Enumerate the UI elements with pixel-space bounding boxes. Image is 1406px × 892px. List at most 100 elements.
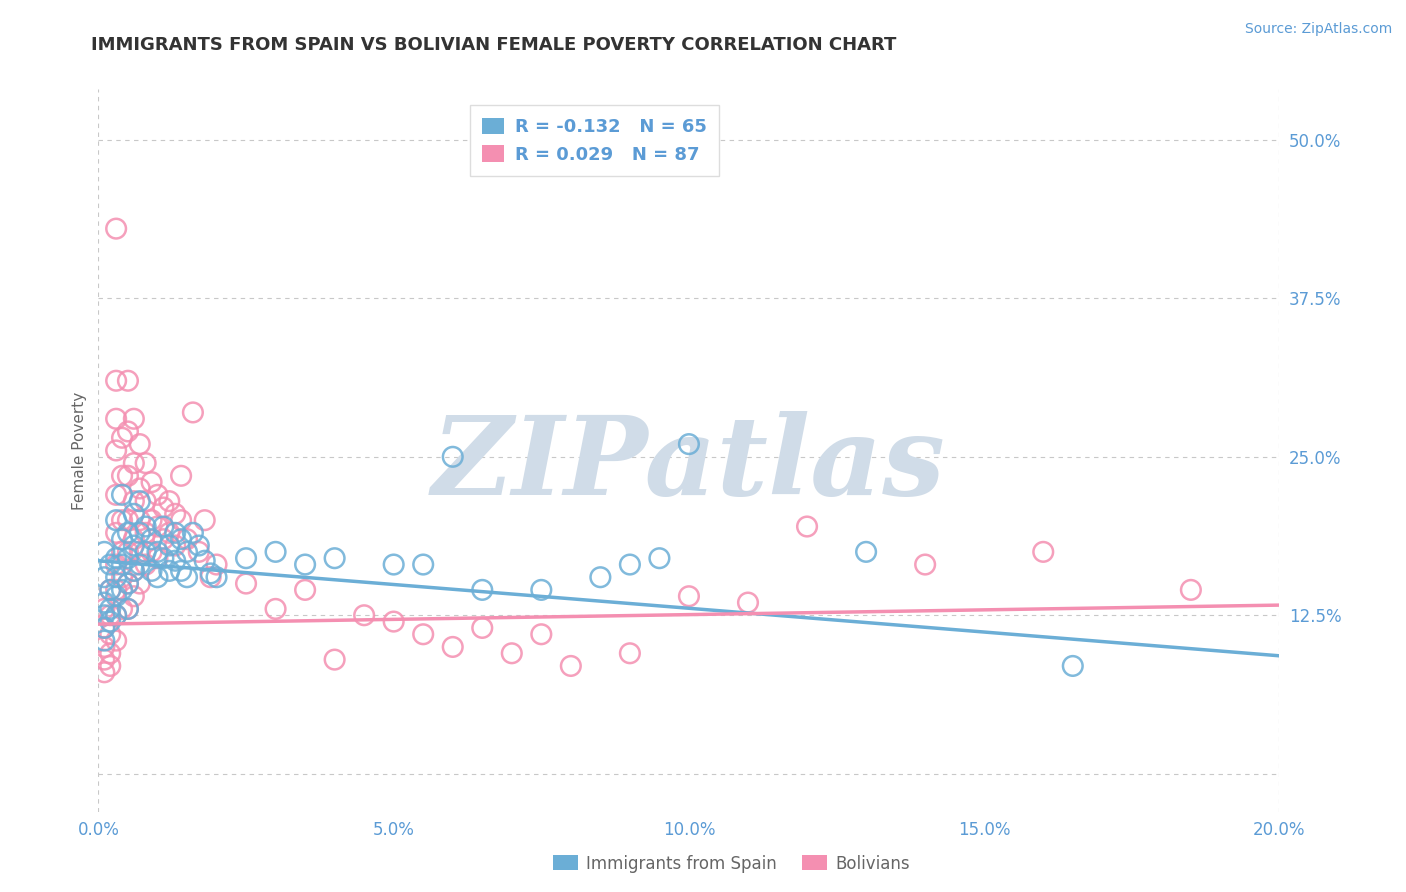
Point <box>111 602 134 616</box>
Point <box>170 564 193 578</box>
Point <box>1180 582 1202 597</box>
Point <box>205 558 228 572</box>
Point <box>530 582 553 597</box>
Point <box>117 513 139 527</box>
Point <box>98 615 121 629</box>
Point <box>93 633 115 648</box>
Point <box>105 374 128 388</box>
Point <box>122 507 145 521</box>
Point <box>796 519 818 533</box>
Point <box>157 525 180 540</box>
Point <box>128 525 150 540</box>
Point <box>441 450 464 464</box>
Point <box>105 221 128 235</box>
Point <box>165 507 187 521</box>
Point <box>122 539 145 553</box>
Point <box>105 558 128 572</box>
Point <box>181 405 204 419</box>
Point <box>111 570 134 584</box>
Point <box>176 570 198 584</box>
Point <box>135 494 157 508</box>
Point <box>678 437 700 451</box>
Point <box>264 545 287 559</box>
Point <box>152 551 174 566</box>
Point <box>98 582 121 597</box>
Point <box>105 411 128 425</box>
Point <box>441 640 464 654</box>
Point <box>382 558 405 572</box>
Point <box>412 627 434 641</box>
Point <box>135 456 157 470</box>
Point <box>128 437 150 451</box>
Point <box>98 608 121 623</box>
Point <box>105 488 128 502</box>
Text: IMMIGRANTS FROM SPAIN VS BOLIVIAN FEMALE POVERTY CORRELATION CHART: IMMIGRANTS FROM SPAIN VS BOLIVIAN FEMALE… <box>91 36 897 54</box>
Point <box>146 545 169 559</box>
Point <box>165 525 187 540</box>
Point <box>235 551 257 566</box>
Point <box>93 652 115 666</box>
Point <box>111 431 134 445</box>
Point <box>501 646 523 660</box>
Point <box>93 570 115 584</box>
Point <box>117 545 139 559</box>
Point <box>165 539 187 553</box>
Point <box>157 564 180 578</box>
Point <box>141 475 163 490</box>
Point <box>471 582 494 597</box>
Point <box>181 525 204 540</box>
Point <box>194 513 217 527</box>
Point <box>98 659 121 673</box>
Point <box>1062 659 1084 673</box>
Point <box>235 576 257 591</box>
Point <box>98 558 121 572</box>
Point <box>382 615 405 629</box>
Point <box>98 646 121 660</box>
Point <box>111 513 134 527</box>
Point <box>294 558 316 572</box>
Point <box>117 576 139 591</box>
Point <box>128 576 150 591</box>
Point <box>117 374 139 388</box>
Point <box>117 551 139 566</box>
Point <box>105 633 128 648</box>
Text: Source: ZipAtlas.com: Source: ZipAtlas.com <box>1244 22 1392 37</box>
Point <box>105 513 128 527</box>
Text: ZIPatlas: ZIPatlas <box>432 411 946 518</box>
Point <box>111 532 134 546</box>
Point <box>157 539 180 553</box>
Point <box>187 539 209 553</box>
Point <box>157 494 180 508</box>
Point <box>471 621 494 635</box>
Point <box>93 602 115 616</box>
Point <box>170 468 193 483</box>
Point <box>152 500 174 515</box>
Point <box>619 646 641 660</box>
Point <box>141 564 163 578</box>
Point <box>122 532 145 546</box>
Point <box>170 532 193 546</box>
Point <box>122 564 145 578</box>
Y-axis label: Female Poverty: Female Poverty <box>72 392 87 509</box>
Point <box>194 554 217 568</box>
Point <box>678 589 700 603</box>
Point <box>128 513 150 527</box>
Point <box>135 545 157 559</box>
Point <box>914 558 936 572</box>
Point <box>135 519 157 533</box>
Point <box>187 545 209 559</box>
Point <box>264 602 287 616</box>
Legend: Immigrants from Spain, Bolivians: Immigrants from Spain, Bolivians <box>546 848 917 880</box>
Point <box>117 525 139 540</box>
Point <box>93 621 115 635</box>
Point <box>560 659 582 673</box>
Point <box>855 545 877 559</box>
Point <box>141 532 163 546</box>
Point <box>146 570 169 584</box>
Point <box>648 551 671 566</box>
Point <box>105 608 128 623</box>
Point <box>117 602 139 616</box>
Point <box>530 627 553 641</box>
Point <box>93 596 115 610</box>
Point <box>98 582 121 597</box>
